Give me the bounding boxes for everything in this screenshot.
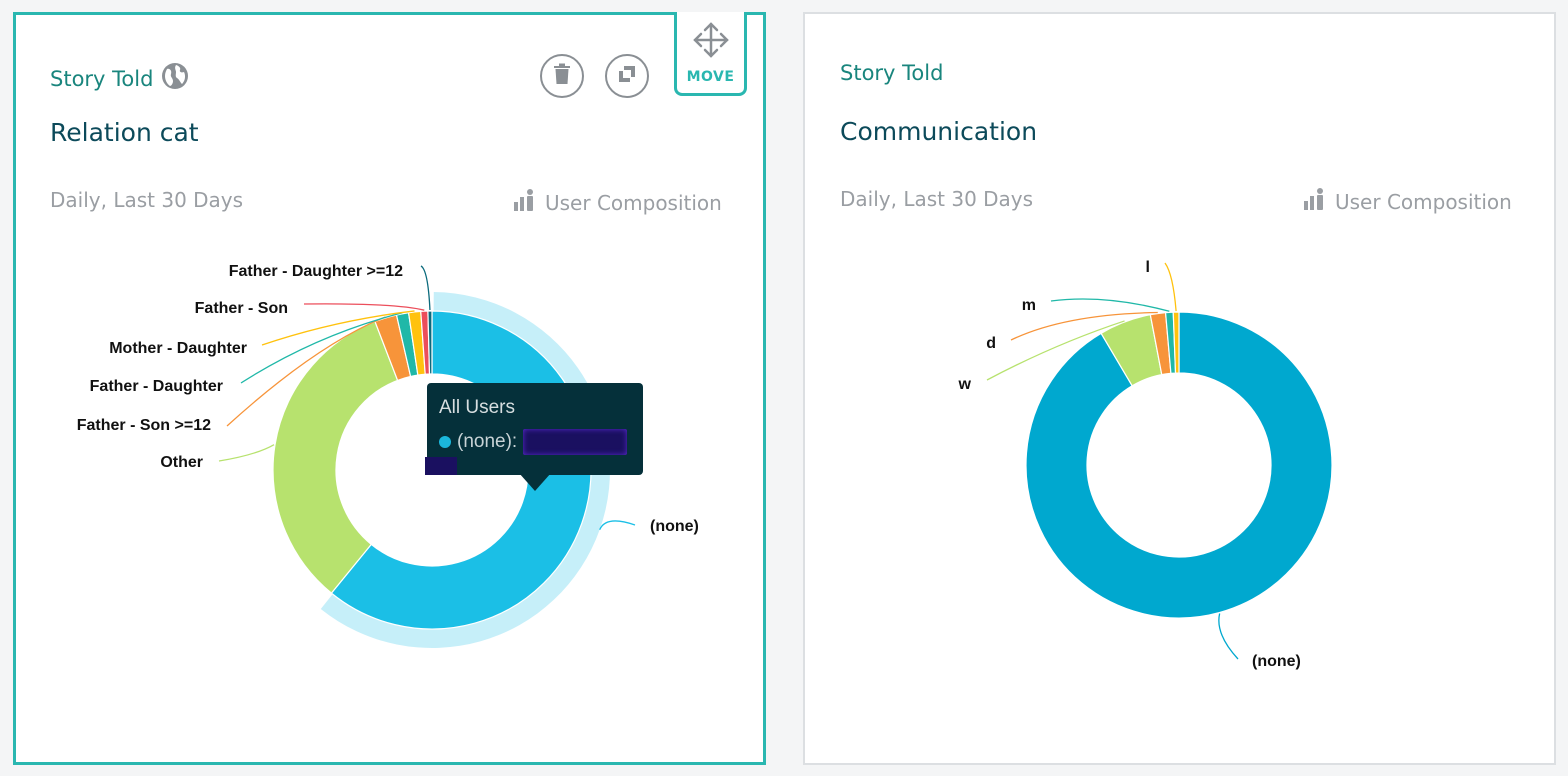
move-arrows-icon	[692, 21, 730, 63]
tooltip-row-label: (none):	[457, 431, 518, 452]
widget-kicker: Story Told	[840, 61, 944, 85]
trash-icon	[552, 63, 572, 89]
user-composition-link[interactable]: User Composition	[513, 188, 722, 217]
connector-father-son	[303, 303, 425, 311]
widget-title: Relation cat	[50, 118, 199, 147]
connector-none	[1218, 613, 1239, 660]
user-composition-label: User Composition	[545, 190, 722, 215]
slice-father-daughter-12[interactable]	[427, 310, 433, 375]
connector-none	[599, 520, 636, 531]
widget-title: Communication	[840, 117, 1038, 146]
tooltip-series-name: All Users	[439, 397, 516, 418]
chart-tooltip: All Users (none):	[425, 383, 643, 491]
slice-label-none: (none)	[1252, 653, 1301, 670]
connector-d	[1010, 311, 1158, 341]
expand-widget-button[interactable]	[605, 54, 649, 98]
slice-none[interactable]	[1025, 311, 1333, 619]
connector-l	[1164, 262, 1177, 312]
slice-label-w: w	[958, 376, 972, 393]
communication-donut-chart[interactable]: (none) w d m l	[805, 14, 1554, 763]
move-label: MOVE	[686, 68, 735, 85]
connector-mother-daughter	[261, 310, 415, 346]
connector-father-daughter-12	[420, 265, 431, 311]
user-composition-label: User Composition	[1335, 189, 1512, 214]
expand-icon	[616, 63, 638, 89]
connector-w	[986, 320, 1125, 381]
delete-widget-button[interactable]	[540, 54, 584, 98]
move-widget-button[interactable]: MOVE	[674, 12, 747, 96]
widget-card-relation-cat[interactable]: Story Told	[13, 12, 766, 765]
tooltip-series-dot	[439, 436, 451, 448]
slice-hover-halo-none	[320, 292, 610, 649]
tooltip-redacted-value	[523, 429, 628, 455]
slice-label-mother-daughter: Mother - Daughter	[109, 340, 247, 357]
slice-l[interactable]	[1172, 311, 1180, 374]
widget-card-communication[interactable]: Story Told Communication Daily, Last 30 …	[803, 12, 1556, 765]
tooltip-redacted-value-overflow	[425, 457, 457, 475]
slice-label-father-son-12: Father - Son >=12	[77, 417, 211, 434]
connector-father-son-12	[226, 316, 386, 427]
bar-person-icon	[513, 188, 537, 217]
widget-kicker-label: Story Told	[50, 66, 154, 91]
relation-cat-donut-chart[interactable]: (none) Other Father - Son >=12 Father - Dau…	[16, 15, 763, 762]
slice-label-father-daughter: Father - Daughter	[90, 378, 223, 395]
connector-m	[1050, 298, 1170, 312]
widget-date-range: Daily, Last 30 Days	[840, 187, 1034, 211]
tooltip-arrow	[519, 473, 551, 491]
slice-label-father-son: Father - Son	[195, 300, 288, 317]
connector-father-daughter	[240, 312, 403, 384]
slice-label-d: d	[986, 335, 996, 352]
connector-other	[218, 444, 275, 462]
widget-date-range: Daily, Last 30 Days	[50, 188, 244, 212]
bar-person-icon	[1303, 187, 1327, 216]
slice-label-m: m	[1022, 297, 1036, 314]
slice-label-l: l	[1146, 259, 1150, 276]
slice-label-none: (none)	[650, 518, 699, 535]
tooltip-row: (none):	[439, 429, 631, 455]
widget-kicker: Story Told	[50, 62, 189, 95]
slice-label-father-daughter-12: Father - Daughter >=12	[229, 263, 403, 280]
globe-icon	[161, 62, 189, 95]
user-composition-link[interactable]: User Composition	[1303, 187, 1512, 216]
slice-label-other: Other	[160, 454, 203, 471]
